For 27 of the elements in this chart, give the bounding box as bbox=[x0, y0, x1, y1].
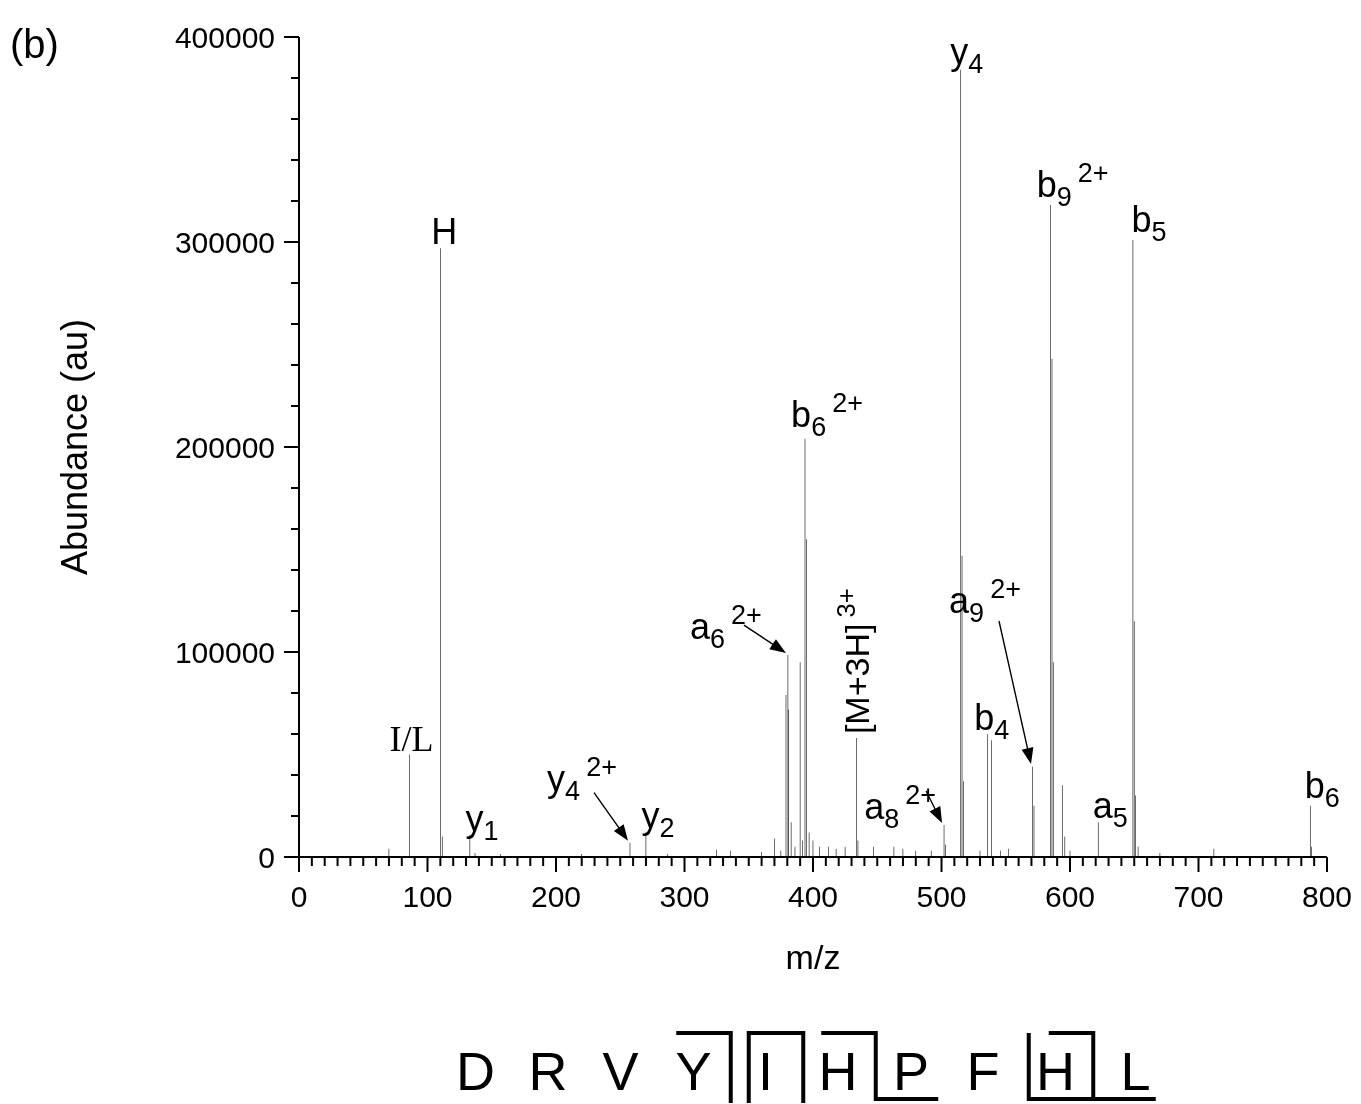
annotation: a$_{5}$ bbox=[1092, 785, 1128, 834]
y-tick-label: 400000 bbox=[174, 21, 275, 54]
y-axis-title: Abundance (au) bbox=[54, 318, 95, 576]
x-tick-label: 300 bbox=[659, 880, 710, 913]
x-tick-label: 500 bbox=[916, 880, 967, 913]
annotation: b$_{6}$ bbox=[1304, 764, 1340, 814]
x-tick-label: 600 bbox=[1044, 880, 1096, 913]
annotation: b$_{5}$ bbox=[1131, 198, 1167, 248]
annotation: y$_{1}$ bbox=[465, 798, 499, 847]
x-tick-label: 200 bbox=[530, 880, 582, 913]
annotation: I/L bbox=[389, 718, 434, 759]
text: D R V Y I H P F H L bbox=[456, 1041, 1151, 1101]
x-tick-label: 800 bbox=[1301, 880, 1353, 913]
x-axis-title: m/z bbox=[785, 938, 841, 976]
x-tick-label: 700 bbox=[1173, 880, 1224, 913]
annotation: y$_{2}$ bbox=[641, 795, 675, 844]
x-tick-label: 0 bbox=[290, 880, 308, 913]
y-tick-label: 100000 bbox=[174, 636, 275, 669]
y-tick-label: 0 bbox=[258, 841, 275, 874]
x-tick-label: 100 bbox=[402, 880, 453, 913]
y-tick-label: 300000 bbox=[174, 226, 275, 259]
annotation: H bbox=[431, 211, 458, 253]
annotation: b$_{4}$ bbox=[974, 697, 1010, 746]
text: (b) bbox=[10, 22, 59, 66]
x-tick-label: 400 bbox=[787, 880, 839, 913]
y-tick-label: 200000 bbox=[174, 431, 275, 464]
annotation: y$_{4}$ bbox=[950, 30, 984, 80]
